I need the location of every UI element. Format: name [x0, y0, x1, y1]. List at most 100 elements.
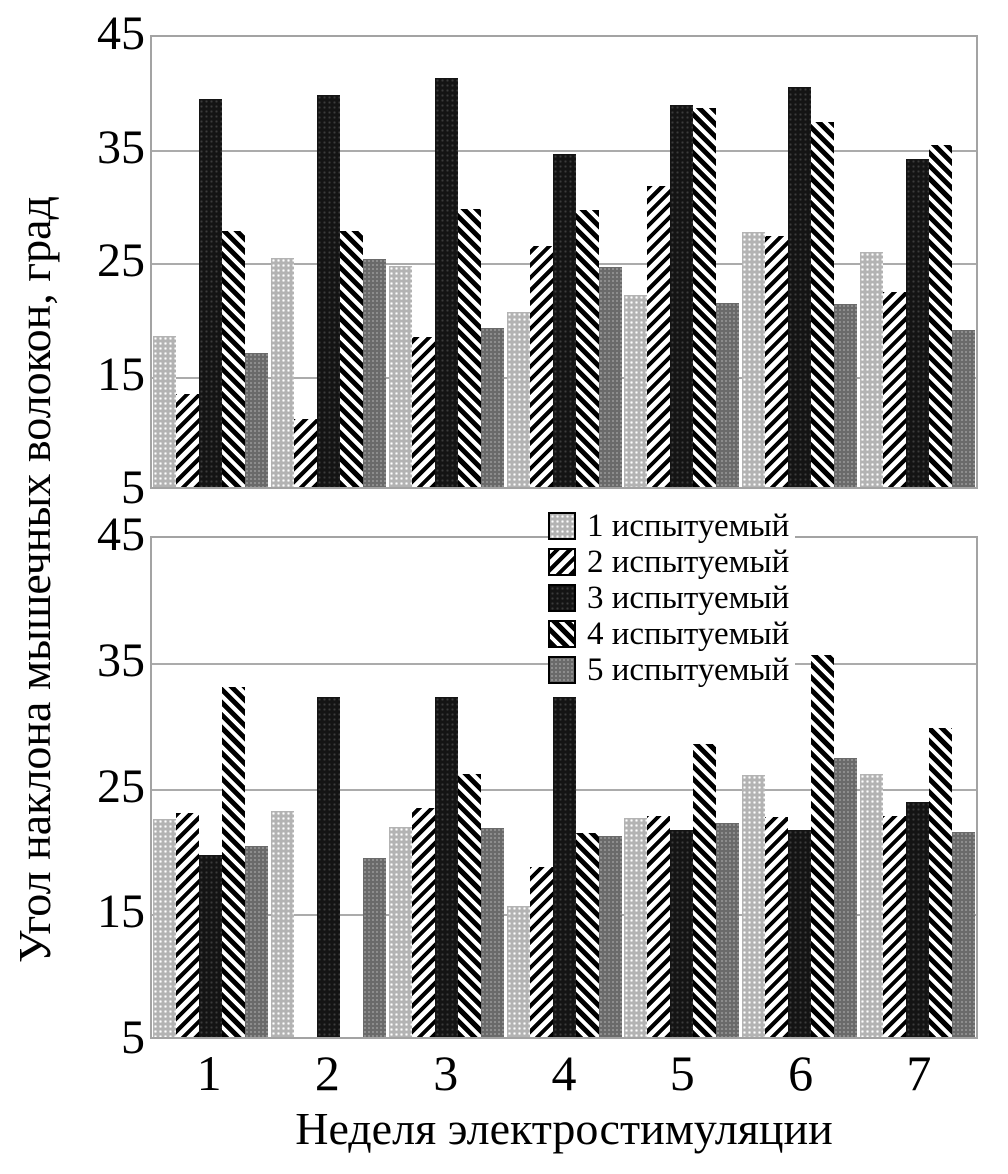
y-tick-label-bottom-5: 5	[121, 1011, 145, 1064]
x-tick-label-7: 7	[906, 1045, 932, 1101]
week-7-group-bottom	[858, 538, 976, 1037]
bar-bottom-week1-subject2	[176, 813, 200, 1037]
week-7-group-top	[858, 37, 976, 487]
bar-bottom-week1-subject3	[199, 854, 223, 1037]
bar-top-week5-subject2	[647, 186, 671, 487]
y-tick-label-bottom-25: 25	[97, 759, 145, 813]
dark-gray-dot-swatch-icon	[548, 656, 576, 684]
bar-bottom-week3-subject1	[388, 827, 412, 1037]
bar-top-week1-subject1	[153, 336, 177, 487]
x-tick-label-3: 3	[433, 1045, 459, 1101]
legend-item-label: 1 испытуемый	[587, 508, 790, 544]
bar-top-week7-subject5	[951, 330, 975, 487]
bar-top-week1-subject5	[245, 353, 269, 487]
week-4-group-bottom	[505, 538, 623, 1037]
bar-top-week2-subject4	[340, 230, 364, 487]
bar-top-week6-subject1	[741, 231, 765, 487]
legend-item-2: 2 испытуемый	[548, 544, 796, 580]
week-6-group-top	[741, 37, 859, 487]
legend-item-label: 2 испытуемый	[587, 544, 790, 580]
bar-bottom-week7-subject4	[928, 727, 952, 1037]
bar-groups-top	[152, 37, 976, 487]
week-3-group-top	[387, 37, 505, 487]
bar-bottom-week1-subject4	[222, 687, 246, 1037]
bar-top-week3-subject2	[411, 337, 435, 487]
bar-bottom-week3-subject5	[480, 828, 504, 1037]
x-axis-title: Неделя электростимуляции	[295, 1103, 833, 1154]
bar-top-week5-subject4	[693, 107, 717, 487]
bar-bottom-week6-subject1	[741, 775, 765, 1037]
bar-top-week7-subject3	[905, 159, 929, 487]
week-5-group-bottom	[623, 538, 741, 1037]
light-gray-dot-swatch-icon	[548, 512, 576, 540]
bar-top-week7-subject2	[882, 291, 906, 487]
bar-groups-bottom	[152, 538, 976, 1037]
bar-bottom-week7-subject3	[905, 801, 929, 1037]
bar-top-week1-subject3	[199, 98, 223, 487]
bar-bottom-week7-subject5	[951, 832, 975, 1037]
bar-bottom-week5-subject2	[647, 815, 671, 1037]
bar-top-week4-subject1	[506, 312, 530, 487]
y-tick-label-top-45: 45	[97, 7, 145, 60]
y-tick-label-top-15: 15	[97, 347, 145, 401]
x-tick-label-6: 6	[788, 1045, 814, 1101]
week-4-group-top	[505, 37, 623, 487]
x-tick-label-4: 4	[551, 1045, 577, 1101]
bar-bottom-week5-subject5	[716, 823, 740, 1037]
bar-top-week1-subject4	[222, 230, 246, 487]
bar-bottom-week5-subject3	[670, 829, 694, 1037]
y-tick-label-top-25: 25	[97, 234, 145, 287]
bar-bottom-week6-subject4	[810, 654, 834, 1037]
bar-bottom-week7-subject1	[859, 774, 883, 1037]
bar-top-week7-subject1	[859, 252, 883, 487]
x-tick-label-2: 2	[314, 1045, 340, 1101]
bar-top-week2-subject1	[271, 257, 295, 487]
week-1-group-top	[152, 37, 270, 487]
bar-bottom-week3-subject4	[457, 774, 481, 1037]
bar-top-week4-subject3	[552, 154, 576, 487]
bar-top-week3-subject3	[434, 78, 458, 487]
bar-top-week2-subject5	[363, 258, 387, 487]
bar-top-week2-subject2	[294, 418, 318, 487]
bar-top-week7-subject4	[928, 145, 952, 487]
bar-top-week5-subject1	[624, 295, 648, 487]
legend-item-5: 5 испытуемый	[548, 652, 796, 688]
bar-bottom-week3-subject2	[411, 808, 435, 1037]
bar-bottom-week2-subject3	[317, 697, 341, 1037]
bar-top-week3-subject4	[457, 208, 481, 487]
bar-bottom-week1-subject1	[153, 819, 177, 1037]
bar-top-week2-subject3	[317, 95, 341, 487]
bar-bottom-week4-subject5	[598, 835, 622, 1037]
legend-item-4: 4 испытуемый	[548, 616, 796, 652]
bar-top-week6-subject5	[833, 304, 857, 487]
week-6-group-bottom	[741, 538, 859, 1037]
bar-top-week6-subject2	[764, 236, 788, 487]
y-tick-label-bottom-15: 15	[97, 885, 145, 939]
legend-item-1: 1 испытуемый	[548, 508, 796, 544]
week-3-group-bottom	[387, 538, 505, 1037]
bar-top-week1-subject2	[176, 393, 200, 487]
backward-diagonal-hatch-swatch-icon	[548, 620, 576, 648]
bar-top-week6-subject4	[810, 121, 834, 487]
bar-top-week4-subject4	[575, 210, 599, 487]
legend-item-label: 4 испытуемый	[587, 616, 790, 652]
bar-bottom-week2-subject1	[271, 810, 295, 1037]
bar-bottom-week1-subject5	[245, 845, 269, 1037]
week-2-group-bottom	[270, 538, 388, 1037]
y-tick-label-bottom-35: 35	[97, 633, 145, 687]
legend: 1 испытуемый 2 испытуемый 3 испытуемый 4 ис…	[548, 508, 796, 688]
bar-top-week5-subject5	[716, 303, 740, 487]
legend-item-label: 3 испытуемый	[587, 580, 790, 616]
y-tick-label-top-35: 35	[97, 120, 145, 174]
bar-bottom-week2-subject5	[363, 858, 387, 1037]
bar-bottom-week5-subject1	[624, 818, 648, 1037]
bar-top-week3-subject5	[480, 328, 504, 487]
bar-bottom-week7-subject2	[882, 815, 906, 1037]
bar-bottom-week5-subject4	[693, 744, 717, 1037]
bar-bottom-week4-subject3	[552, 697, 576, 1037]
forward-diagonal-hatch-swatch-icon	[548, 548, 576, 576]
bar-top-week3-subject1	[388, 265, 412, 487]
bar-bottom-week4-subject1	[506, 906, 530, 1037]
top-plot-area	[150, 35, 978, 489]
